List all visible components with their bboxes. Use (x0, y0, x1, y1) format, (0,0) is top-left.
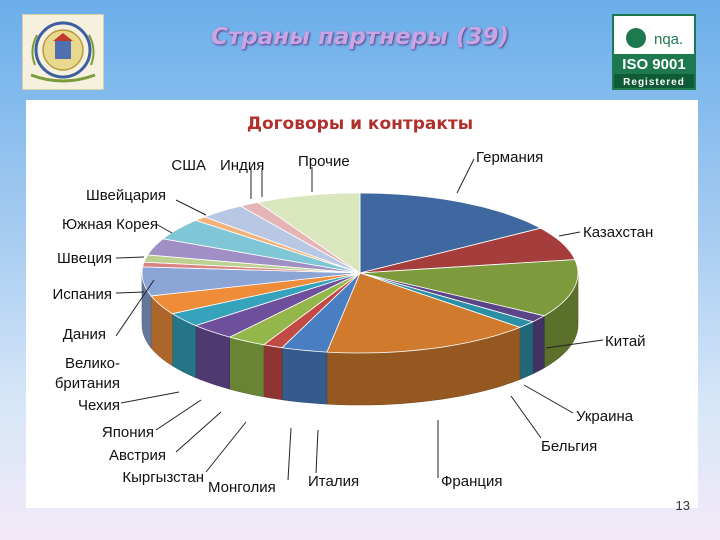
label-ukraine: Украина (576, 408, 634, 425)
pie-labels: Германия Казахстан Китай Украина Бельгия… (52, 149, 653, 496)
label-china: Китай (605, 333, 646, 350)
pie-side-3 (532, 315, 545, 375)
university-logo (22, 14, 104, 90)
pie-slice-20 (256, 192, 361, 274)
pie-slice-1 (359, 227, 576, 274)
label-denmark: Дания (63, 326, 106, 343)
label-japan: Япония (102, 424, 154, 441)
pie-side-6 (281, 347, 328, 405)
pie-side-4 (519, 321, 534, 380)
label-switzerland: Швейцария (86, 187, 166, 204)
pie-slice-0 (359, 192, 542, 274)
pie-slice-12 (141, 266, 361, 297)
chart-title: Договоры и контракты (247, 114, 473, 134)
label-uk-line2: британия (55, 375, 120, 392)
pie-slice-5 (326, 272, 522, 354)
iso-line2: ISO 9001 (622, 56, 685, 73)
label-germany: Германия (476, 149, 543, 166)
pie-side-8 (229, 336, 264, 398)
label-kyrgyzstan: Кыргызстан (122, 469, 204, 486)
label-belgium: Бельгия (541, 438, 597, 455)
label-czechia: Чехия (78, 397, 120, 414)
pie-sides (141, 272, 579, 406)
label-kazakhstan: Казахстан (583, 224, 653, 241)
page-number: 13 (675, 498, 690, 513)
label-austria: Австрия (109, 447, 166, 464)
pie-side-7 (263, 344, 283, 401)
pie-slice-2 (359, 259, 579, 317)
pie-slice-11 (150, 272, 361, 315)
label-usa: США (171, 157, 206, 174)
iso-9001-badge-icon: nqa. ISO 9001 Registered (614, 16, 694, 88)
pie-chart: Договоры и контракты Германия (52, 114, 653, 496)
pie-slice-15 (146, 238, 361, 274)
label-india: Индия (220, 157, 264, 174)
iso-line3: Registered (623, 77, 685, 88)
label-korea: Южная Корея (62, 216, 158, 233)
pie-leaders (115, 158, 604, 481)
iso-line1: nqa. (654, 31, 683, 48)
pie-slice-6 (281, 272, 361, 353)
label-mongolia: Монголия (208, 479, 276, 496)
label-italy: Италия (308, 473, 359, 490)
label-uk-line1: Велико- (65, 355, 120, 372)
label-others: Прочие (298, 153, 350, 170)
iso-logo: nqa. ISO 9001 Registered (612, 14, 696, 90)
label-spain: Испания (52, 286, 112, 303)
chart-panel: Договоры и контракты Германия (26, 100, 698, 508)
pie-slice-16 (162, 219, 361, 274)
label-sweden: Швеция (57, 250, 112, 267)
pie-top (141, 192, 579, 354)
label-france: Франция (441, 473, 502, 490)
pie-slice-9 (194, 272, 361, 338)
pie-slice-18 (203, 205, 361, 274)
university-seal-icon (30, 21, 96, 83)
slide-title: Страны партнеры (39) (211, 24, 509, 50)
